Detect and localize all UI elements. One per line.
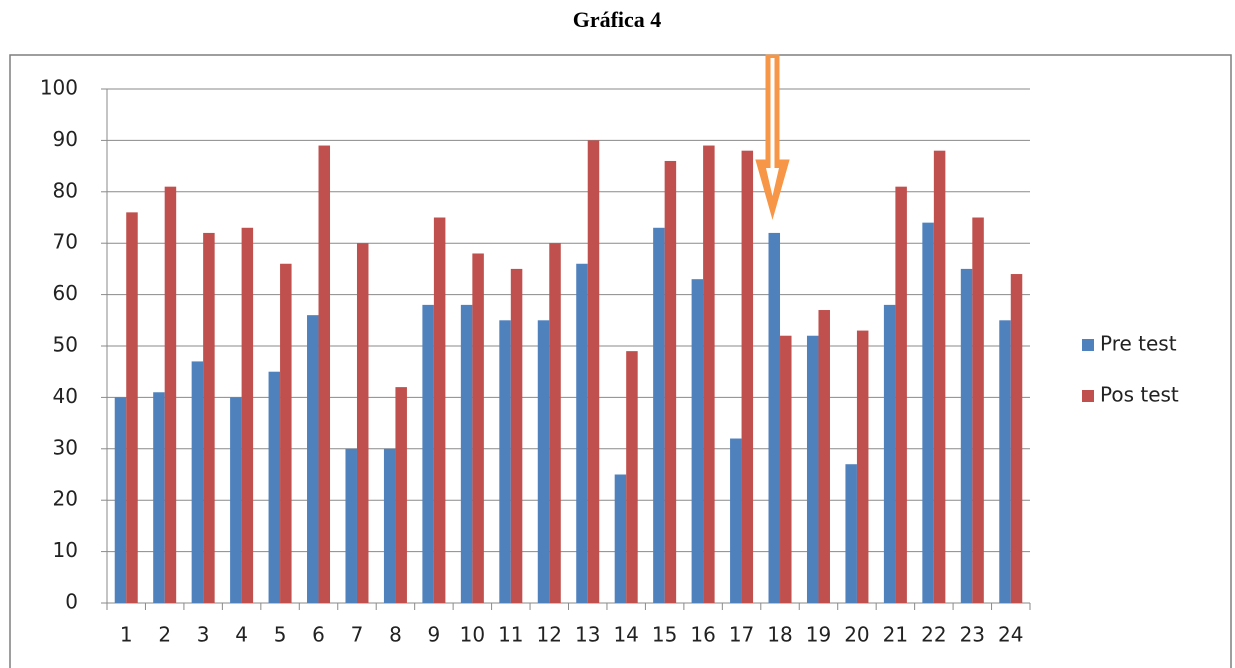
bar xyxy=(126,212,138,604)
chart-frame xyxy=(9,54,1232,668)
bar xyxy=(549,243,561,603)
x-tick-label: 21 xyxy=(883,623,908,647)
bar xyxy=(972,217,984,603)
bar xyxy=(460,304,473,603)
bar xyxy=(499,320,511,603)
x-tick-label: 11 xyxy=(498,623,523,647)
bar xyxy=(576,263,588,603)
x-tick-label: 19 xyxy=(806,623,831,647)
bar xyxy=(626,351,638,603)
y-tick-label: 60 xyxy=(53,281,78,305)
bar xyxy=(153,392,165,603)
bar xyxy=(818,310,830,603)
x-tick-label: 23 xyxy=(960,623,985,647)
y-tick-label: 30 xyxy=(53,435,78,459)
bar xyxy=(268,371,281,603)
bar xyxy=(933,150,946,603)
x-tick-label: 13 xyxy=(575,623,600,647)
y-tick-label: 40 xyxy=(53,384,78,408)
y-tick-label: 100 xyxy=(40,76,78,100)
bar xyxy=(922,222,934,603)
bar xyxy=(730,438,742,603)
x-tick-label: 2 xyxy=(158,623,171,647)
bar xyxy=(845,464,857,603)
bar xyxy=(653,227,665,603)
legend-label: Pos test xyxy=(1100,383,1179,407)
x-tick-label: 20 xyxy=(844,623,869,647)
legend-label: Pre test xyxy=(1100,332,1177,356)
x-tick-label: 15 xyxy=(652,623,677,647)
y-tick-label: 10 xyxy=(53,538,78,562)
bar xyxy=(114,397,127,603)
bar xyxy=(164,186,177,603)
x-tick-label: 22 xyxy=(921,623,946,647)
bar xyxy=(768,232,781,604)
bar xyxy=(806,335,819,603)
bar xyxy=(999,320,1011,603)
bar xyxy=(780,335,792,603)
legend-swatch xyxy=(1082,339,1094,351)
annotation-arrow xyxy=(755,54,790,220)
bar xyxy=(664,160,677,603)
bar xyxy=(356,243,369,603)
x-tick-label: 8 xyxy=(389,623,402,647)
bar xyxy=(691,279,704,603)
y-tick-label: 20 xyxy=(53,487,78,511)
x-tick-label: 9 xyxy=(428,623,441,647)
chart-title: Gráfica 4 xyxy=(573,7,662,32)
legend-swatch xyxy=(1082,390,1094,402)
y-tick-label: 90 xyxy=(53,127,78,151)
bar xyxy=(614,474,627,603)
bar xyxy=(895,186,907,603)
x-tick-label: 6 xyxy=(312,623,325,647)
x-tick-label: 14 xyxy=(613,623,638,647)
bar xyxy=(395,387,407,603)
x-tick-label: 12 xyxy=(537,623,562,647)
x-tick-label: 3 xyxy=(197,623,210,647)
x-tick-label: 1 xyxy=(120,623,133,647)
bar xyxy=(741,150,754,603)
x-tick-label: 4 xyxy=(235,623,248,647)
bar xyxy=(472,253,484,604)
y-tick-label: 0 xyxy=(65,590,78,614)
x-tick-label: 18 xyxy=(767,623,792,647)
x-tick-label: 17 xyxy=(729,623,754,647)
bar xyxy=(345,448,357,603)
y-tick-label: 50 xyxy=(53,333,78,357)
y-tick-label: 70 xyxy=(53,230,78,254)
y-tick-label: 80 xyxy=(53,178,78,202)
x-tick-label: 5 xyxy=(274,623,287,647)
bar xyxy=(241,227,254,603)
bar xyxy=(703,145,715,604)
bar xyxy=(883,304,896,603)
x-tick-label: 7 xyxy=(351,623,364,647)
bar xyxy=(856,330,869,603)
bar xyxy=(280,263,292,603)
x-tick-label: 10 xyxy=(460,623,485,647)
bar xyxy=(203,232,215,604)
bar xyxy=(510,268,523,603)
bar xyxy=(383,448,396,603)
x-tick-label: 16 xyxy=(690,623,715,647)
bar xyxy=(960,268,973,603)
bar xyxy=(587,140,600,603)
bar xyxy=(433,217,446,603)
x-tick-label: 24 xyxy=(998,623,1023,647)
bar xyxy=(1010,274,1023,603)
bar xyxy=(537,320,550,603)
bar xyxy=(230,397,242,603)
bar xyxy=(318,145,331,604)
bar xyxy=(307,315,319,603)
bar xyxy=(191,361,204,603)
bar xyxy=(422,304,434,603)
